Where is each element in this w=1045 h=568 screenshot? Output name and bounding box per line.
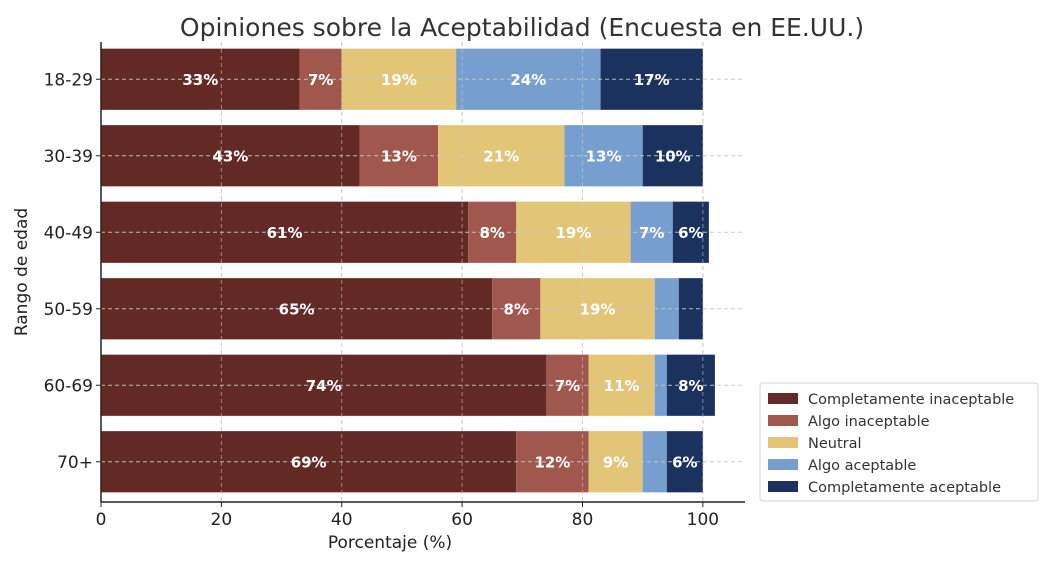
x-tick-label: 0 bbox=[96, 510, 107, 530]
bar-value-label: 17% bbox=[634, 71, 670, 89]
bar-value-label: 8% bbox=[479, 224, 504, 242]
y-ticks: 18-29 30-39 40-49 50-59 60-69 70+ bbox=[44, 70, 101, 473]
bar-value-label: 7% bbox=[555, 377, 580, 395]
bar-value-label: 19% bbox=[556, 224, 592, 242]
y-tick-label: 70+ bbox=[57, 453, 93, 473]
bar-segment bbox=[546, 354, 589, 416]
bar-value-label: 11% bbox=[604, 377, 640, 395]
bar-value-label: 24% bbox=[510, 71, 546, 89]
bar-segment bbox=[654, 278, 679, 340]
bar-value-label: 33% bbox=[182, 71, 218, 89]
bar-value-label: 13% bbox=[381, 147, 417, 165]
bar-value-label: 8% bbox=[678, 377, 703, 395]
legend-label: Completamente aceptable bbox=[808, 480, 1001, 496]
legend-label: Neutral bbox=[808, 436, 862, 452]
bar-labels: 33% 7% 19% 24% 17% 43% 13% 21% 13% 10% 61% 8% 19% 7% 6… bbox=[182, 71, 703, 472]
chart-title: Opiniones sobre la Aceptabilidad (Encues… bbox=[180, 13, 864, 42]
bar-value-label: 65% bbox=[279, 300, 315, 318]
axes bbox=[100, 42, 745, 503]
bar-value-label: 19% bbox=[381, 71, 417, 89]
legend-label: Completamente inaceptable bbox=[808, 392, 1014, 408]
bar-value-label: 19% bbox=[580, 300, 616, 318]
bar-value-label: 61% bbox=[267, 224, 303, 242]
y-tick-label: 60-69 bbox=[44, 376, 93, 396]
legend-swatch bbox=[768, 481, 798, 492]
legend-label: Algo aceptable bbox=[808, 458, 916, 474]
y-tick-label: 18-29 bbox=[44, 70, 93, 90]
bar-value-label: 9% bbox=[603, 453, 628, 471]
bar-value-label: 8% bbox=[504, 300, 529, 318]
x-tick-label: 40 bbox=[331, 510, 353, 530]
bar-value-label: 6% bbox=[672, 453, 697, 471]
legend-box bbox=[759, 382, 1039, 502]
legend-swatch bbox=[768, 437, 798, 448]
legend-label: Algo inaceptable bbox=[808, 414, 930, 430]
bar-value-label: 7% bbox=[639, 224, 664, 242]
bars bbox=[100, 42, 745, 501]
x-tick-label: 100 bbox=[687, 510, 719, 530]
bar-value-label: 74% bbox=[306, 377, 342, 395]
bar-segment bbox=[654, 354, 667, 416]
bar-value-label: 7% bbox=[308, 71, 333, 89]
legend-swatch bbox=[768, 459, 798, 470]
y-axis-label: Rango de edad bbox=[12, 208, 32, 336]
bar-segment bbox=[630, 201, 673, 263]
bar-value-label: 6% bbox=[678, 224, 703, 242]
x-axis-label: Porcentaje (%) bbox=[328, 533, 452, 553]
bar-value-label: 10% bbox=[655, 147, 691, 165]
y-tick-label: 50-59 bbox=[44, 300, 93, 320]
bar-value-label: 21% bbox=[483, 147, 519, 165]
legend-swatch bbox=[768, 393, 798, 404]
y-tick-label: 30-39 bbox=[44, 147, 93, 167]
x-tick-label: 80 bbox=[572, 510, 594, 530]
x-tick-label: 20 bbox=[211, 510, 233, 530]
x-tick-label: 60 bbox=[451, 510, 473, 530]
bar-value-label: 13% bbox=[586, 147, 622, 165]
legend: Completamente inaceptable Algo inaceptabl… bbox=[759, 382, 1039, 502]
bar-value-label: 43% bbox=[212, 147, 248, 165]
legend-swatch bbox=[768, 415, 798, 426]
bar-value-label: 12% bbox=[534, 453, 570, 471]
x-ticks: 0 20 40 60 80 100 bbox=[96, 502, 719, 530]
y-tick-label: 40-49 bbox=[44, 223, 93, 243]
bar-value-label: 69% bbox=[291, 453, 327, 471]
